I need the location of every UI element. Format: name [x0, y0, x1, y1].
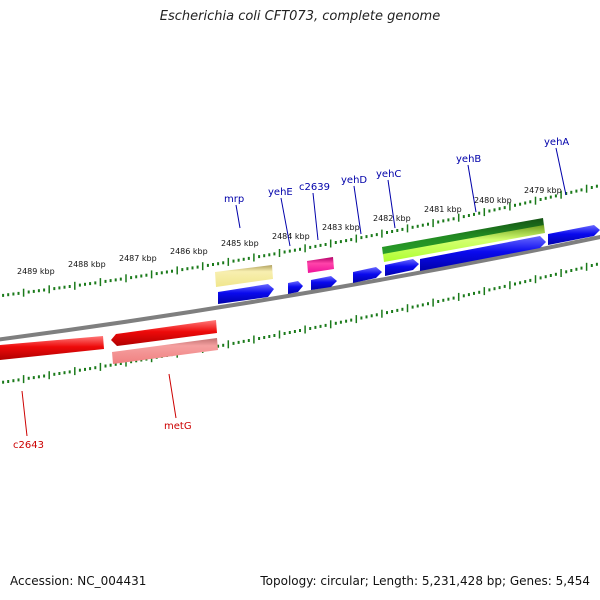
forward-strand-genes — [218, 225, 600, 304]
gene-arrow[interactable] — [218, 284, 274, 304]
gene-label-yehC[interactable]: yehC — [376, 169, 401, 180]
outer-tick-rail — [2, 184, 598, 297]
gene-label-yehE[interactable]: yehE — [268, 187, 293, 198]
kbp-label: 2487 kbp — [119, 254, 157, 263]
kbp-label: 2481 kbp — [424, 205, 462, 214]
gene-arrow[interactable] — [548, 225, 600, 245]
kbp-label: 2489 kbp — [17, 267, 55, 276]
reverse-strand-genes — [0, 320, 218, 364]
gene-label-metG[interactable]: metG — [164, 421, 192, 432]
genome-backbone — [0, 234, 600, 342]
gene-arrow[interactable] — [420, 236, 546, 271]
gene-label-c2639[interactable]: c2639 — [299, 182, 330, 193]
kbp-label: 2484 kbp — [272, 232, 310, 241]
gene-label-mrp[interactable]: mrp — [224, 194, 244, 205]
kbp-scale: 2489 kbp 2488 kbp 2487 kbp 2486 kbp 2485… — [17, 186, 562, 276]
upper-gene-labels: mrp yehE c2639 yehD yehC yehB yehA — [224, 137, 569, 247]
gene-label-yehB[interactable]: yehB — [456, 154, 481, 165]
gene-label-c2643[interactable]: c2643 — [13, 440, 44, 451]
gene-arrow[interactable] — [288, 281, 303, 294]
genome-summary: Topology: circular; Length: 5,231,428 bp… — [260, 574, 590, 588]
kbp-label: 2482 kbp — [373, 214, 411, 223]
kbp-label: 2479 kbp — [524, 186, 562, 195]
mrp-feature[interactable] — [215, 265, 273, 287]
kbp-label: 2488 kbp — [68, 260, 106, 269]
accession-label: Accession: NC_004431 — [10, 574, 147, 588]
map-title: Escherichia coli CFT073, complete genome — [159, 9, 441, 24]
gene-label-yehD[interactable]: yehD — [341, 175, 367, 186]
metG-feature[interactable] — [112, 338, 218, 364]
gene-arrow[interactable] — [353, 267, 382, 283]
kbp-label: 2480 kbp — [474, 196, 512, 205]
gene-arrow[interactable] — [385, 259, 419, 276]
c2639-feature[interactable] — [307, 257, 334, 273]
kbp-label: 2483 kbp — [322, 223, 360, 232]
kbp-label: 2486 kbp — [170, 247, 208, 256]
lower-gene-labels: c2643 metG — [13, 373, 192, 451]
c2643-gene-arrow[interactable] — [0, 336, 104, 360]
gene-arrow[interactable] — [311, 276, 337, 290]
metG-gene-arrow[interactable] — [111, 320, 217, 346]
gene-label-yehA[interactable]: yehA — [544, 137, 569, 148]
outer-feature-row — [215, 218, 545, 287]
yehB-feature-light[interactable] — [383, 225, 545, 262]
yehB-feature-dark[interactable] — [382, 218, 544, 255]
kbp-label: 2485 kbp — [221, 239, 259, 248]
inner-tick-rail — [2, 262, 598, 384]
